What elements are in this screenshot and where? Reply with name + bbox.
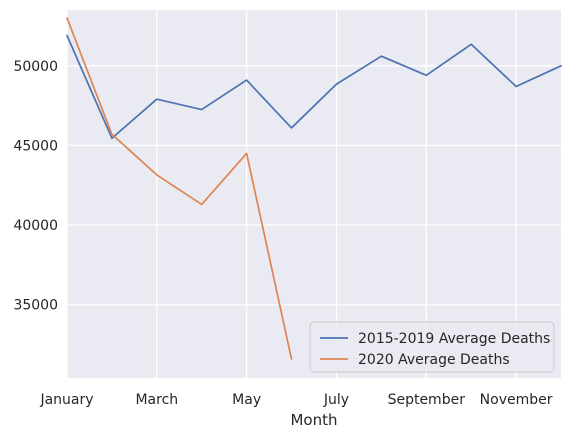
legend: 2015-2019 Average Deaths 2020 Average Dea… [309, 321, 555, 373]
x-axis-ticks: January March May July September November [39, 392, 552, 408]
x-tick-label: September [388, 392, 466, 408]
x-tick-label: May [232, 392, 261, 408]
x-tick-label: July [323, 392, 349, 408]
gridlines [66, 10, 561, 378]
legend-entry-label: 2015-2019 Average Deaths [358, 331, 550, 347]
y-tick-label: 50000 [13, 59, 58, 75]
x-tick-label: January [39, 392, 93, 408]
plot-area [67, 10, 561, 378]
y-axis-ticks: 35000 40000 45000 50000 [13, 59, 58, 314]
x-axis-label: Month [290, 411, 337, 429]
y-tick-label: 40000 [13, 218, 58, 234]
legend-box [309, 321, 555, 373]
x-tick-label: November [480, 392, 553, 408]
series-line-1 [66, 34, 562, 140]
legend-entry-label: 2020 Average Deaths [358, 352, 510, 368]
y-tick-label: 35000 [13, 298, 58, 314]
y-tick-label: 45000 [13, 138, 58, 154]
series-line-2 [66, 17, 293, 360]
series-lines [66, 17, 562, 360]
x-tick-label: March [135, 392, 178, 408]
